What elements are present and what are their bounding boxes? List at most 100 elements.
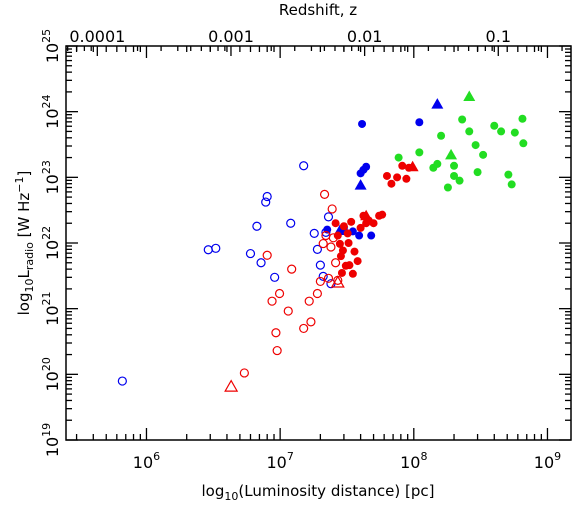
blue-open-circle-point [262, 191, 272, 202]
red-filled-circle-point [344, 239, 353, 247]
x-tick-label: 108 [400, 450, 427, 472]
red-open-circle-point [318, 238, 328, 249]
green-filled-circle-point [450, 171, 459, 180]
red-filled-circle-point [398, 161, 407, 170]
red-open-circle-point [315, 276, 325, 287]
blue-filled-circle-point [358, 119, 367, 128]
blue-open-circle-point [261, 197, 271, 207]
red-filled-circle-point [350, 247, 359, 256]
x-axis-label: log10(Luminosity distance) [pc] [202, 482, 435, 503]
red-filled-circle-point [345, 261, 354, 270]
x-axis-label-text: log10(Luminosity distance) [pc] [202, 482, 435, 503]
red-filled-circle-point [393, 173, 402, 182]
plot-frame [65, 45, 572, 441]
blue-open-circle-point [309, 228, 319, 239]
blue-filled-circle-point [415, 118, 424, 127]
axis-ticks: 106 107 108 109 1019 1020 1021 1022 1023 1024 1025… [40, 27, 571, 472]
y-tick-label-text: 1023 [40, 160, 62, 194]
red-filled-circle-point [333, 231, 342, 240]
x-tick-label: 107 [266, 450, 293, 472]
green-filled-circle-point [490, 121, 499, 130]
y-tick-label: 1024 [40, 94, 62, 128]
red-open-triangle-point [224, 379, 239, 392]
red-open-circle-point [323, 273, 334, 283]
y-tick-label: 1021 [40, 291, 62, 325]
green-filled-circle-point [465, 127, 474, 136]
red-open-circle-point [274, 288, 285, 299]
green-filled-circle-point [479, 150, 488, 159]
red-open-circle-point [326, 242, 336, 252]
red-filled-circle-point [347, 217, 356, 226]
top-axis-label: Redshift, z [279, 1, 357, 19]
blue-filled-circle-point [355, 231, 364, 240]
blue-open-circle-point [299, 161, 309, 171]
red-filled-circle-point [339, 222, 348, 231]
y-tick-label: 1025 [40, 29, 62, 63]
green-filled-circle-point [443, 183, 452, 192]
red-open-circle-point [327, 204, 337, 214]
red-filled-circle-point [387, 179, 396, 188]
y-tick-label-text: 1022 [40, 226, 62, 260]
blue-open-circle-point [245, 248, 256, 259]
red-open-circle-point [304, 296, 314, 306]
green-filled-circle-point [497, 127, 506, 136]
red-open-circle-point [331, 258, 341, 268]
red-open-circle-point [312, 288, 322, 299]
red-filled-circle-point [331, 219, 340, 228]
green-filled-circle-point [450, 161, 459, 170]
red-filled-circle-point [353, 257, 362, 266]
y-axis-label-text: log10Lradio [W Hz−1] [13, 171, 36, 316]
data-points [117, 90, 528, 392]
green-filled-circle-point [518, 114, 527, 123]
red-open-circle-point [283, 306, 293, 316]
blue-open-circle-point [256, 258, 266, 268]
red-filled-circle-point [335, 239, 344, 248]
y-tick-label-text: 1025 [40, 29, 62, 63]
top-tick-label: 0.001 [208, 27, 254, 46]
red-filled-circle-point [348, 269, 357, 278]
red-filled-circle-point [402, 174, 411, 183]
blue-open-circle-point [117, 376, 127, 386]
x-tick-label: 109 [534, 450, 561, 472]
y-tick-label: 1019 [40, 423, 62, 457]
green-filled-circle-point [437, 131, 446, 140]
blue-open-circle-point [211, 243, 221, 253]
top-tick-label: 0.1 [486, 27, 511, 46]
red-open-circle-point [306, 317, 316, 327]
red-filled-triangle-point [360, 209, 373, 221]
green-filled-circle-point [394, 153, 403, 162]
y-tick-label: 1022 [40, 226, 62, 260]
green-filled-circle-point [433, 159, 442, 168]
green-filled-circle-point [471, 141, 480, 150]
blue-open-circle-point [270, 272, 280, 282]
green-filled-triangle-point [463, 90, 476, 102]
green-filled-circle-point [415, 148, 424, 157]
blue-filled-triangle-point [431, 98, 444, 109]
green-filled-circle-point [519, 139, 528, 148]
red-open-circle-point [267, 296, 277, 306]
red-open-circle-point [319, 189, 330, 199]
x-tick-label: 106 [133, 450, 160, 472]
red-filled-triangle-point [406, 160, 419, 172]
blue-open-circle-point [203, 245, 213, 255]
green-filled-circle-point [473, 168, 482, 177]
green-filled-circle-point [504, 170, 513, 179]
y-tick-label: 1020 [40, 357, 62, 391]
green-filled-circle-point [458, 115, 467, 124]
blue-filled-circle-point [367, 231, 376, 240]
y-axis-label: log10Lradio [W Hz−1] [13, 171, 36, 316]
blue-open-circle-point [323, 212, 334, 222]
red-open-circle-point [262, 250, 272, 260]
red-open-circle-point [271, 328, 281, 338]
y-tick-label-text: 1024 [40, 94, 62, 128]
green-filled-circle-point [455, 176, 464, 185]
red-filled-circle-point [369, 219, 378, 228]
blue-open-circle-point [286, 218, 296, 228]
green-filled-circle-point [510, 128, 519, 137]
blue-filled-triangle-point [354, 179, 367, 190]
y-tick-label-text: 1020 [40, 357, 62, 391]
top-tick-label: 0.01 [347, 27, 383, 46]
green-filled-circle-point [507, 180, 516, 189]
red-open-circle-point [287, 264, 297, 274]
red-filled-circle-point [343, 229, 352, 238]
